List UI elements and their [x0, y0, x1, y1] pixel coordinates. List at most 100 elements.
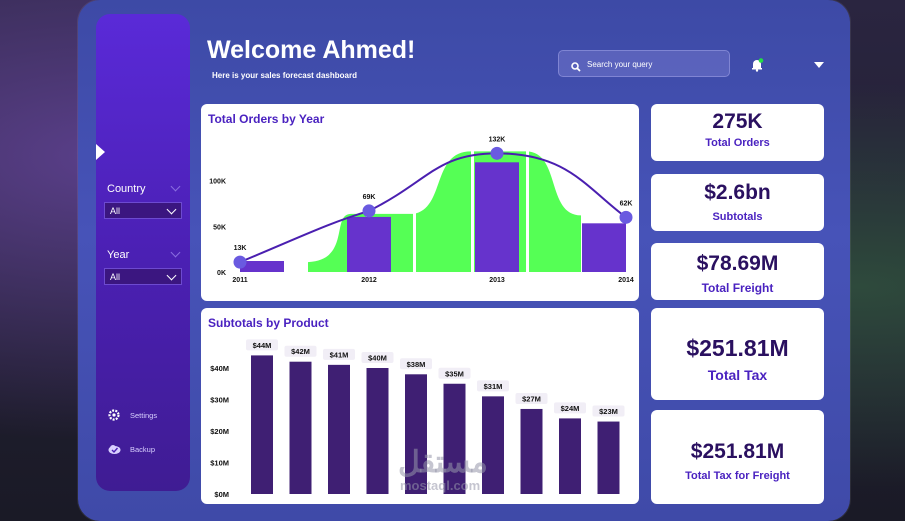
orders-point	[619, 210, 633, 224]
sidebar-item-label: Settings	[130, 410, 158, 420]
chevron-down-icon	[166, 204, 177, 215]
orders-x-tick: 2013	[489, 277, 505, 284]
search-placeholder: Search your query	[587, 60, 653, 69]
kpi-label: Total Tax for Freight	[685, 470, 790, 482]
kpi-label: Total Tax	[707, 367, 768, 383]
product-bar	[328, 364, 350, 494]
product-y-tick: $30M	[210, 396, 229, 405]
year-select[interactable]: All	[104, 268, 182, 285]
kpi-label: Total Orders	[705, 137, 770, 149]
profile-dropdown-icon[interactable]	[814, 62, 824, 68]
product-chart-title: Subtotals by Product	[208, 316, 329, 330]
orders-x-tick: 2014	[618, 277, 634, 284]
search-input[interactable]: Search your query	[558, 50, 730, 77]
kpi-label: Subtotals	[712, 211, 763, 223]
orders-data-label: 132K	[489, 136, 506, 143]
product-data-label: $27M	[522, 394, 541, 403]
kpi-value: 275K	[712, 110, 763, 133]
orders-y-tick: 100K	[209, 179, 226, 186]
orders-y-tick: 50K	[213, 224, 226, 231]
chevron-down-icon	[166, 270, 177, 281]
page-title: Welcome Ahmed!	[207, 36, 416, 64]
bell-icon[interactable]	[750, 58, 764, 77]
orders-chart-card: Total Orders by Year 13K 69K 132K 62K 0K 50K 1…	[201, 104, 639, 301]
product-data-label: $23M	[599, 407, 618, 416]
kpi-total-orders: 275K Total Orders	[651, 104, 824, 161]
country-select-value: All	[110, 206, 121, 216]
orders-point	[490, 146, 504, 160]
sidebar	[96, 14, 190, 491]
orders-point	[233, 255, 247, 269]
product-data-label: $44M	[253, 341, 272, 350]
orders-bar	[475, 162, 519, 272]
product-y-tick: $10M	[210, 459, 229, 468]
kpi-value: $251.81M	[686, 335, 789, 361]
orders-bar	[347, 216, 391, 272]
product-data-label: $31M	[484, 382, 503, 391]
product-bar	[443, 383, 466, 494]
product-y-tick: $20M	[210, 427, 229, 436]
kpi-value: $251.81M	[690, 440, 785, 463]
product-data-label: $42M	[291, 347, 310, 356]
product-bar	[289, 361, 312, 494]
product-bar	[482, 396, 504, 494]
orders-x-tick: 2011	[232, 277, 247, 284]
product-chart-card: Subtotals by Product $0M $10M $20M $30M $40M…	[201, 308, 639, 504]
orders-chart: 13K 69K 132K 62K 0K 50K 100K 2011 2012 2013 2014	[209, 136, 634, 284]
product-label-bg	[284, 345, 317, 357]
kpi-total-tax-freight: $251.81M Total Tax for Freight	[651, 410, 824, 504]
sidebar-item-settings[interactable]: Settings	[108, 409, 157, 421]
orders-y-tick: 0K	[217, 270, 226, 277]
orders-data-label: 69K	[363, 194, 376, 201]
product-label-bg	[554, 402, 586, 414]
product-label-bg	[323, 348, 355, 360]
country-select[interactable]: All	[104, 202, 182, 219]
orders-x-tick: 2012	[361, 277, 377, 284]
product-data-label: $24M	[561, 404, 580, 413]
orders-data-label: 13K	[234, 245, 247, 252]
product-label-bg	[438, 367, 471, 379]
kpi-total-tax: $251.81M Total Tax	[651, 308, 824, 400]
product-bar	[366, 368, 389, 494]
orders-bar	[240, 261, 284, 272]
product-label-bg	[592, 405, 625, 417]
orders-line	[239, 152, 627, 264]
watermark: مستقل mostaql.com	[398, 446, 488, 494]
bar-gap	[526, 144, 529, 274]
product-data-label: $38M	[407, 360, 426, 369]
kpi-subtotals: $2.6bn Subtotals	[651, 174, 824, 231]
watermark-latin: mostaql.com	[400, 478, 481, 493]
cloud-icon	[108, 443, 121, 455]
bar-gap	[413, 144, 416, 274]
sidebar-toggle-icon[interactable]	[96, 144, 105, 160]
kpi-label: Total Freight	[701, 281, 774, 295]
year-filter-label: Year	[107, 249, 130, 261]
kpi-value: $78.69M	[696, 252, 779, 275]
product-y-tick: $40M	[210, 364, 229, 373]
orders-bar	[582, 223, 626, 272]
gear-icon	[108, 409, 120, 421]
product-y-tick: $0M	[214, 490, 229, 499]
product-bar	[559, 418, 581, 494]
orders-data-label: 62K	[620, 200, 633, 207]
product-label-bg	[246, 339, 278, 351]
bar-gap	[581, 144, 584, 274]
orders-point	[362, 204, 376, 218]
year-select-value: All	[110, 272, 121, 282]
sidebar-item-backup[interactable]: Backup	[108, 443, 155, 455]
product-bar	[520, 408, 543, 494]
product-bar	[597, 421, 620, 494]
product-chart: $0M $10M $20M $30M $40M $44M $42M $41M $40M $38M $…	[210, 339, 625, 499]
product-label-bg	[477, 380, 509, 392]
page-subtitle: Here is your sales forecast dashboard	[212, 71, 357, 80]
product-label-bg	[400, 358, 432, 370]
watermark-arabic: مستقل	[398, 446, 488, 479]
kpi-total-freight: $78.69M Total Freight	[651, 243, 824, 300]
product-label-bg	[361, 352, 394, 363]
product-data-label: $35M	[445, 369, 464, 378]
bar-gap	[471, 144, 474, 274]
product-bar	[251, 355, 273, 494]
kpi-value: $2.6bn	[704, 181, 771, 204]
product-bar	[405, 374, 427, 494]
product-data-label: $41M	[330, 350, 349, 359]
